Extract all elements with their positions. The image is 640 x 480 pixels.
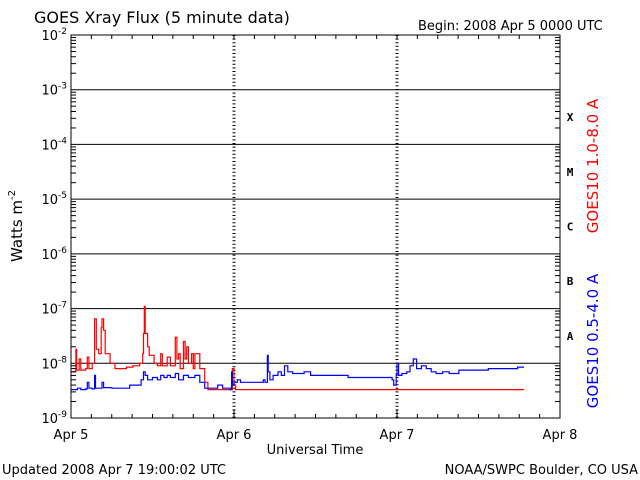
- series-layer: [71, 305, 525, 391]
- y-tick-label: 10-5: [41, 191, 67, 208]
- flare-class-label: X: [567, 111, 574, 124]
- plot-frame: [70, 34, 561, 419]
- flare-class-label: C: [567, 221, 574, 234]
- y-tick-label: 10-4: [41, 136, 67, 153]
- legend-series-1-label: GOES10 1.0-8.0 A: [584, 98, 602, 233]
- x-axis-label: Universal Time: [267, 443, 364, 458]
- y-tick-label: 10-6: [41, 246, 67, 263]
- y-tick-label: 10-7: [41, 301, 67, 318]
- begin-label: Begin: 2008 Apr 5 0000 UTC: [418, 19, 603, 34]
- x-tick-label: Apr 5: [54, 428, 89, 443]
- y-tick-label: 10-9: [41, 410, 67, 427]
- flare-class-label: M: [567, 166, 574, 179]
- credit-text: NOAA/SWPC Boulder, CO USA: [445, 463, 638, 478]
- y-axis-label-exp: -2: [7, 190, 18, 200]
- y-tick-label: 10-2: [41, 27, 67, 44]
- y-axis-label-group: Watts m-2: [7, 190, 26, 262]
- series-line-1: [71, 305, 525, 391]
- series-line-2: [71, 354, 525, 391]
- y-tick-label: 10-8: [41, 355, 67, 372]
- gridlines: [71, 35, 560, 418]
- legend-series-1: GOES10 1.0-8.0 A: [584, 98, 602, 233]
- x-axis-ticks: Apr 5 Apr 6 Apr 7 Apr 8: [54, 35, 578, 443]
- y-axis-label-text: Watts m: [8, 200, 26, 262]
- updated-timestamp: Updated 2008 Apr 7 19:00:02 UTC: [2, 463, 226, 478]
- flare-class-label: A: [567, 330, 574, 343]
- y-axis-label: Watts m-2: [7, 190, 26, 262]
- chart-title: GOES Xray Flux (5 minute data): [34, 8, 290, 27]
- y-tick-label: 10-3: [41, 82, 67, 99]
- x-tick-label: Apr 6: [217, 428, 252, 443]
- legend-series-2: GOES10 0.5-4.0 A: [584, 273, 602, 408]
- x-tick-label: Apr 8: [543, 428, 578, 443]
- x-tick-label: Apr 7: [380, 428, 415, 443]
- y-axis-ticks: 10-9 10-8 10-7 10-6 10-5 10-4 10-3 10-2: [41, 27, 560, 427]
- legend-series-2-label: GOES10 0.5-4.0 A: [584, 273, 602, 408]
- flare-class-labels: A B C M X: [567, 111, 574, 343]
- flare-class-label: B: [567, 275, 574, 288]
